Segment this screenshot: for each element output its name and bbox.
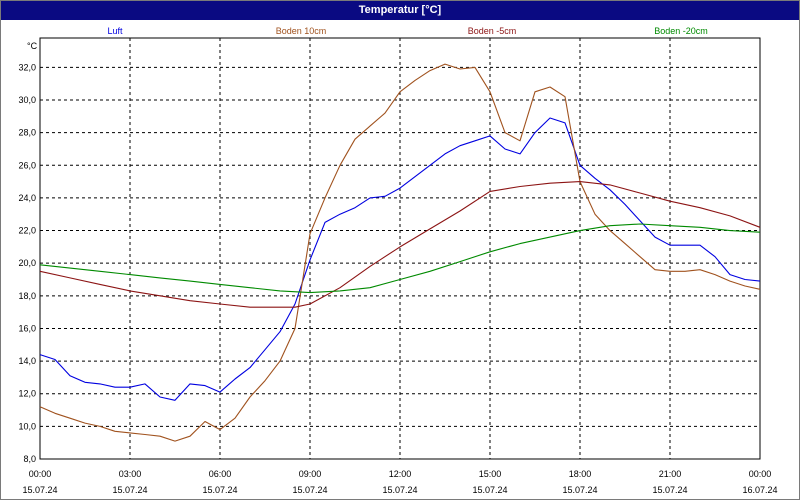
x-tick-time: 15:00 [479,469,502,479]
x-tick-date: 15.07.24 [112,485,147,495]
x-tick-time: 21:00 [659,469,682,479]
y-tick-label: 22,0 [18,226,36,236]
x-tick-date: 15.07.24 [562,485,597,495]
x-tick-time: 03:00 [119,469,142,479]
y-tick-label: 24,0 [18,193,36,203]
y-tick-label: 12,0 [18,389,36,399]
y-tick-label: 32,0 [18,62,36,72]
x-tick-date: 15.07.24 [652,485,687,495]
x-tick-time: 09:00 [299,469,322,479]
series-line-2 [39,181,761,308]
x-tick-time: 18:00 [569,469,592,479]
x-tick-date: 15.07.24 [22,485,57,495]
x-tick-time: 00:00 [29,469,52,479]
y-tick-label: 8,0 [23,454,36,464]
series-line-1 [39,63,761,442]
legend: Luft Boden 10cm Boden -5cm Boden -20cm [107,26,707,36]
x-tick-date: 15.07.24 [202,485,237,495]
y-tick-label: 28,0 [18,128,36,138]
y-tick-label: 26,0 [18,160,36,170]
x-tick-date: 16.07.24 [742,485,777,495]
legend-entry: Boden 10cm [276,26,327,36]
y-tick-label: 16,0 [18,323,36,333]
series-line-0 [39,117,761,401]
x-tick-date: 15.07.24 [382,485,417,495]
y-tick-label: 30,0 [18,95,36,105]
axes: 8,0 10,0 12,0 14,0 16,0 18,0 20,0 22,0 24,0 26,0 2… [18,41,777,495]
series-line-3 [39,223,761,294]
x-tick-time: 06:00 [209,469,232,479]
series-lines [39,63,761,442]
x-tick-time: 12:00 [389,469,412,479]
grid [39,37,761,460]
legend-entry: Boden -5cm [468,26,517,36]
legend-entry: Luft [107,26,123,36]
window-title: Temperatur [°C] [1,1,799,20]
x-tick-date: 15.07.24 [292,485,327,495]
y-tick-label: 20,0 [18,258,36,268]
y-axis-label: °C [27,41,38,51]
x-tick-date: 15.07.24 [472,485,507,495]
x-tick-time: 00:00 [749,469,772,479]
legend-entry: Boden -20cm [654,26,708,36]
y-tick-label: 18,0 [18,291,36,301]
y-tick-label: 14,0 [18,356,36,366]
y-tick-label: 10,0 [18,421,36,431]
